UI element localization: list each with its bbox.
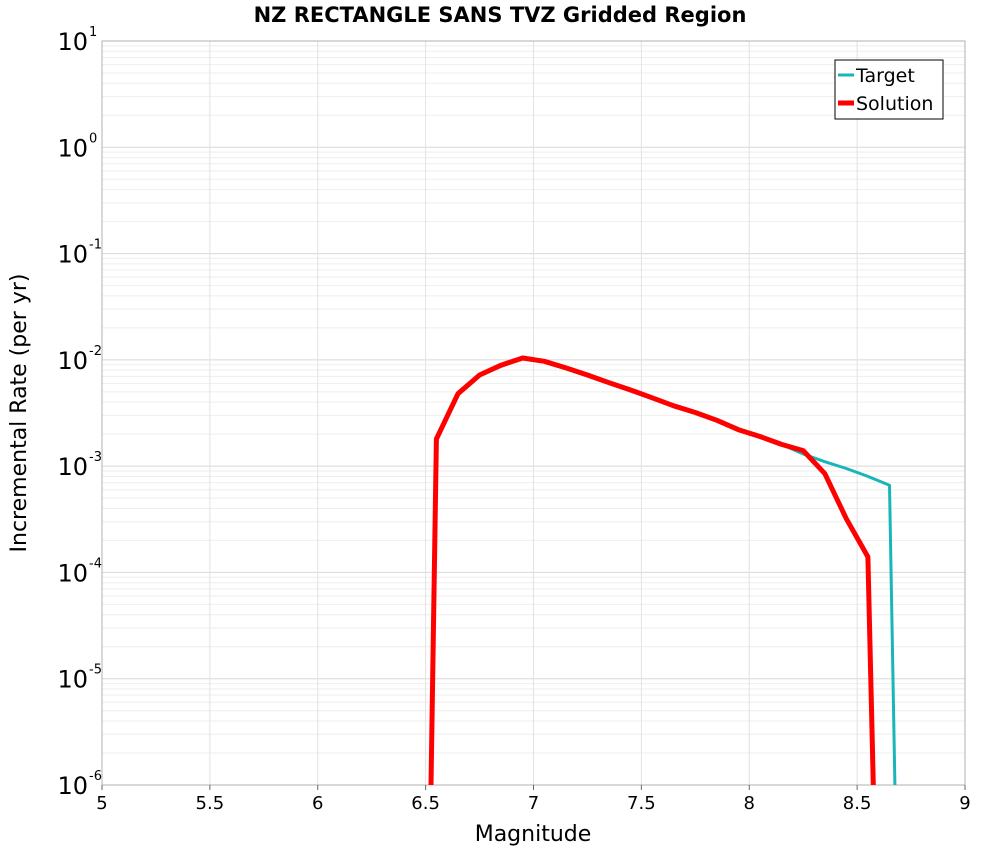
y-tick-exponent: 0	[89, 131, 97, 146]
x-tick-label: 7.5	[627, 793, 656, 814]
x-tick-label: 8.5	[843, 793, 872, 814]
legend-box	[834, 59, 944, 120]
y-tick-label: 10 -2	[57, 344, 102, 375]
x-tick-label: 6	[312, 793, 323, 814]
y-tick-base: 10	[57, 453, 88, 481]
y-tick-exponent: 1	[89, 25, 97, 40]
x-tick-label: 5	[96, 793, 107, 814]
legend-label-target: Target	[855, 65, 915, 87]
y-tick-label: 10 0	[57, 131, 97, 162]
x-tick-label: 9	[959, 793, 970, 814]
y-tick-exponent: -6	[89, 769, 102, 784]
y-tick-base: 10	[57, 28, 88, 56]
y-tick-exponent: -4	[89, 556, 102, 571]
y-tick-label: 10 -6	[57, 769, 102, 800]
y-tick-base: 10	[57, 559, 88, 587]
y-tick-base: 10	[57, 241, 88, 269]
y-tick-base: 10	[57, 666, 88, 694]
y-tick-exponent: -3	[89, 450, 102, 465]
y-tick-label: 10 1	[57, 25, 97, 56]
legend: Target Solution	[834, 59, 944, 120]
y-tick-base: 10	[57, 134, 88, 162]
y-tick-base: 10	[57, 347, 88, 375]
x-tick-label: 8	[744, 793, 755, 814]
x-tick-label: 7	[528, 793, 539, 814]
y-tick-exponent: -2	[89, 344, 102, 359]
y-tick-base: 10	[57, 772, 88, 800]
series-line-solution	[428, 355, 876, 786]
y-tick-label: 10 -4	[57, 556, 102, 587]
y-tick-label: 10 -1	[57, 238, 102, 269]
y-tick-label: 10 -3	[57, 450, 102, 481]
series-layer	[428, 355, 897, 786]
y-tick-exponent: -5	[89, 663, 102, 678]
y-axis-label: Incremental Rate (per yr)	[7, 274, 32, 553]
x-tick-label: 5.5	[196, 793, 225, 814]
x-tick-label: 6.5	[411, 793, 440, 814]
x-axis-ticks: 5 5.5 6 6.5 7 7.5 8 8.5 9	[96, 785, 971, 814]
y-tick-label: 10 -5	[57, 663, 102, 694]
x-axis-label: Magnitude	[475, 822, 592, 847]
legend-label-solution: Solution	[856, 93, 933, 115]
y-tick-exponent: -1	[89, 238, 102, 253]
chart-title: NZ RECTANGLE SANS TVZ Gridded Region	[254, 3, 747, 27]
